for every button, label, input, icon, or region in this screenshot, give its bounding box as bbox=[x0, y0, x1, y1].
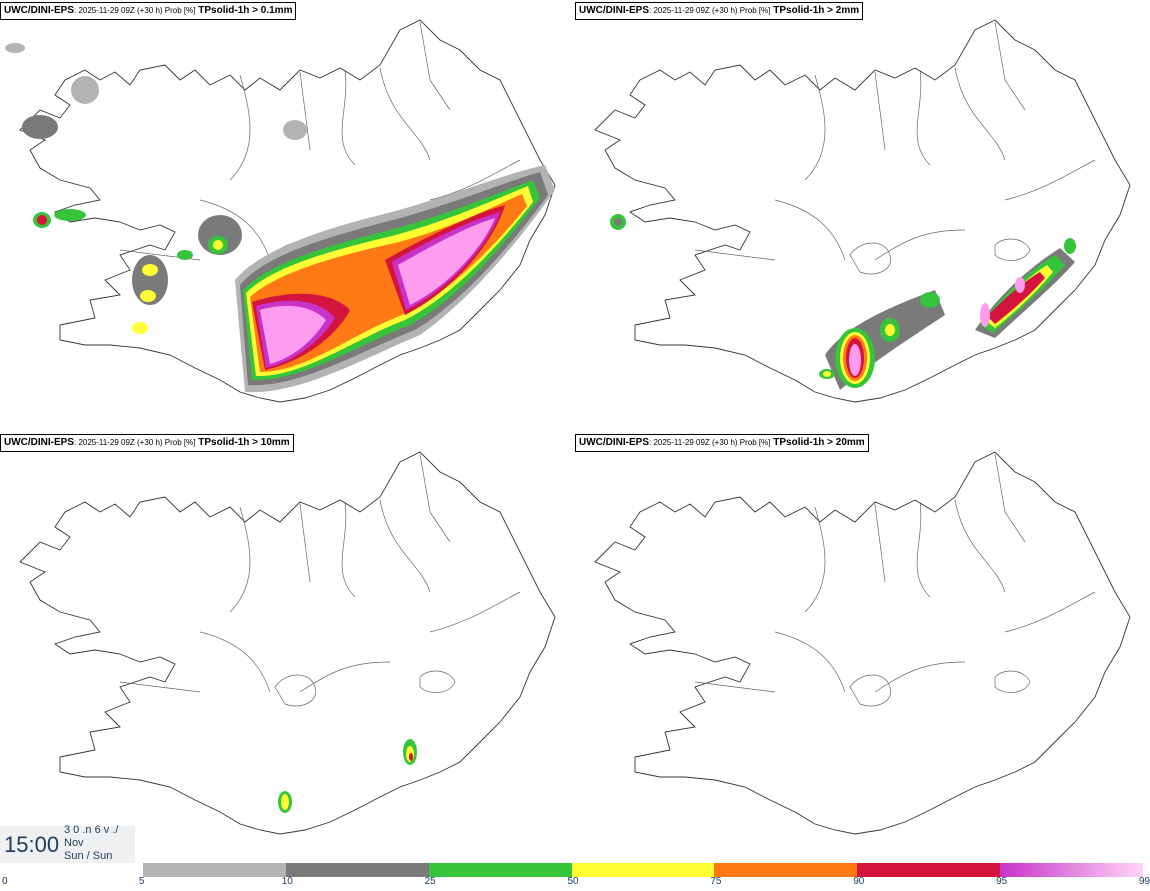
boundary-path bbox=[849, 238, 1031, 275]
colorbar-segment bbox=[714, 863, 858, 877]
panel-3-title: UWC/DINI-EPS: 2025-11-29 09Z (+30 h) Pro… bbox=[0, 434, 294, 452]
boundary-path bbox=[694, 21, 1096, 261]
coastline-path bbox=[594, 451, 1131, 835]
parameter-label: TPsolid-1h > 20mm bbox=[773, 437, 865, 448]
model-name: UWC/DINI-EPS bbox=[4, 5, 74, 16]
colorbar-tick-label: 10 bbox=[281, 876, 293, 887]
parameter-label: TPsolid-1h > 0.1mm bbox=[198, 5, 293, 16]
parameter-label: TPsolid-1h > 2mm bbox=[773, 5, 860, 16]
colorbar-segment bbox=[285, 863, 429, 877]
colorbar-segment bbox=[571, 863, 715, 877]
boundary-path bbox=[274, 670, 456, 707]
date-line-3: Sun / Sun bbox=[64, 850, 113, 862]
valid-time: 15:00 bbox=[4, 832, 60, 857]
model-name: UWC/DINI-EPS bbox=[4, 437, 74, 448]
panel-2-title: UWC/DINI-EPS: 2025-11-29 09Z (+30 h) Pro… bbox=[575, 2, 864, 20]
model-name: UWC/DINI-EPS bbox=[579, 5, 649, 16]
valid-date: 3 0 .n 6 v ./ Nov Sun / Sun bbox=[64, 824, 118, 863]
colorbar-tick-label: 5 bbox=[138, 876, 145, 887]
iceland-coastline bbox=[594, 451, 1131, 835]
boundary-path bbox=[119, 453, 521, 693]
colorbar-segment bbox=[0, 863, 143, 877]
date-line-1: 3 0 .n 6 v ./ bbox=[64, 824, 119, 836]
parameter-label: TPsolid-1h > 10mm bbox=[198, 437, 290, 448]
panel-4-title: UWC/DINI-EPS: 2025-11-29 09Z (+30 h) Pro… bbox=[575, 434, 869, 452]
probability-shading bbox=[5, 43, 555, 393]
iceland-coastline bbox=[19, 451, 556, 835]
map-panel-3: UWC/DINI-EPS: 2025-11-29 09Z (+30 h) Pro… bbox=[0, 432, 575, 864]
coastline-path bbox=[19, 451, 556, 835]
boundary-path bbox=[849, 670, 1031, 707]
colorbar-segment bbox=[1000, 863, 1143, 877]
colorbar-tick-label: 90 bbox=[853, 876, 865, 887]
probability-shading bbox=[610, 214, 1076, 390]
colorbar-segment bbox=[142, 863, 286, 877]
iceland-map-4 bbox=[594, 451, 1131, 835]
iceland-map-3 bbox=[19, 451, 556, 835]
run-info: : 2025-11-29 09Z (+30 h) Prob [%] bbox=[74, 438, 196, 447]
probability-shading bbox=[278, 739, 417, 813]
date-line-2: Nov bbox=[64, 837, 84, 849]
model-name: UWC/DINI-EPS bbox=[579, 437, 649, 448]
colorbar-tick-label: 0 bbox=[2, 876, 8, 887]
map-panel-2: UWC/DINI-EPS: 2025-11-29 09Z (+30 h) Pro… bbox=[575, 0, 1150, 432]
run-info: : 2025-11-29 09Z (+30 h) Prob [%] bbox=[649, 438, 771, 447]
panel-1-title: UWC/DINI-EPS: 2025-11-29 09Z (+30 h) Pro… bbox=[0, 2, 297, 20]
iceland-map-2 bbox=[594, 19, 1131, 403]
boundary-path bbox=[694, 453, 1096, 693]
colorbar-segment bbox=[428, 863, 572, 877]
iceland-map-1 bbox=[5, 19, 556, 403]
map-panel-1: UWC/DINI-EPS: 2025-11-29 09Z (+30 h) Pro… bbox=[0, 0, 575, 432]
valid-time-box: 15:00 3 0 .n 6 v ./ Nov Sun / Sun bbox=[0, 824, 135, 864]
colorbar-tick-label: 50 bbox=[567, 876, 579, 887]
map-panel-4: UWC/DINI-EPS: 2025-11-29 09Z (+30 h) Pro… bbox=[575, 432, 1150, 864]
colorbar-tick-label: 95 bbox=[996, 876, 1008, 887]
colorbar-segment bbox=[857, 863, 1001, 877]
colorbar-tick-label: 25 bbox=[424, 876, 436, 887]
colorbar-tick-label: 75 bbox=[710, 876, 722, 887]
run-info: : 2025-11-29 09Z (+30 h) Prob [%] bbox=[649, 6, 771, 15]
probability-colorbar: 0 5 10 25 50 75 90 95 99 bbox=[0, 862, 1150, 891]
colorbar-tick-label: 99 bbox=[1139, 876, 1150, 887]
run-info: : 2025-11-29 09Z (+30 h) Prob [%] bbox=[74, 6, 196, 15]
